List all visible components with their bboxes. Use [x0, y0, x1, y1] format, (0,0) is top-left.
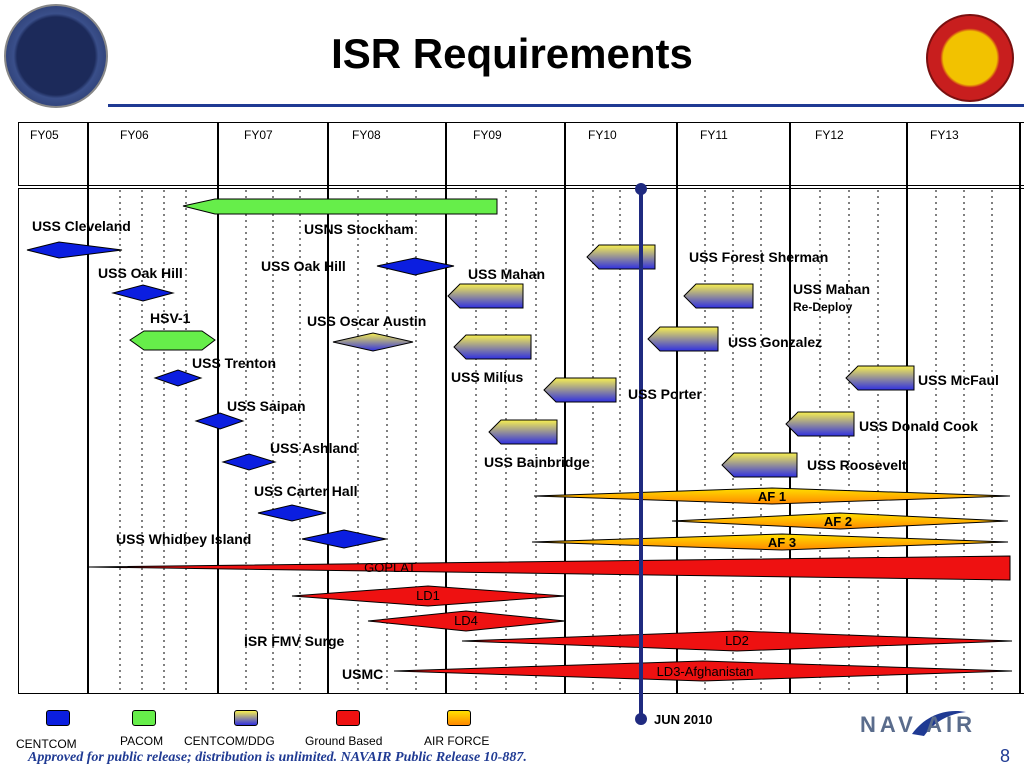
af3-bar — [531, 533, 1009, 551]
label-isr-fmv-surge: ISR FMV Surge — [244, 633, 345, 649]
uss-gonzalez-marker — [647, 326, 719, 352]
uss-mcfaul-marker — [845, 365, 915, 391]
label-usns-stockham: USNS Stockham — [304, 221, 414, 237]
fy-label: FY10 — [588, 128, 617, 142]
label-uss-oscar-austin: USS Oscar Austin — [307, 313, 427, 329]
legend-centcom-label: CENTCOM — [16, 737, 77, 751]
navy-marine-corps-uav-seal — [926, 14, 1014, 102]
fy-label: FY09 — [473, 128, 502, 142]
uss-ashland-marker — [221, 453, 277, 471]
label-ld4: LD4 — [454, 613, 478, 628]
page-number: 8 — [999, 746, 1010, 766]
label-uss-oak-hill: USS Oak Hill — [98, 265, 183, 281]
current-date-top-dot — [635, 183, 647, 195]
fy-label: FY12 — [815, 128, 844, 142]
label-uss-saipan: USS Saipan — [227, 398, 306, 414]
fy-year-dividers — [87, 122, 1021, 694]
label-ld3-afghanistan: LD3-Afghanistan — [656, 664, 754, 679]
label-goplat: GOPLAT — [364, 560, 416, 575]
release-footer: Approved for public release; distributio… — [28, 750, 527, 765]
uss-whidbey-island-marker — [301, 529, 387, 549]
legend-centcom-ddg-label: CENTCOM/DDG — [184, 734, 275, 748]
uss-bainbridge-marker — [488, 419, 558, 445]
label-uss-bainbridge: USS Bainbridge — [484, 454, 590, 470]
label-uss-roosevelt: USS Roosevelt — [807, 457, 907, 473]
ld2-bar — [461, 630, 1013, 652]
legend-air-force-label: AIR FORCE — [424, 734, 490, 748]
goplat-bar — [87, 555, 1011, 581]
label-uss-milius: USS Milius — [451, 369, 524, 385]
program-executive-office-seal — [4, 4, 108, 108]
fy-label: FY05 — [30, 128, 59, 142]
ld1-bar — [291, 585, 566, 607]
label-usmc: USMC — [342, 666, 384, 682]
uss-roosevelt-marker — [721, 452, 798, 478]
label-uss-donald-cook: USS Donald Cook — [859, 418, 979, 434]
label-uss-ashland: USS Ashland — [270, 440, 358, 456]
hsv1-marker — [129, 330, 216, 351]
uss-oak-hill-1-marker — [111, 284, 175, 302]
uss-oak-hill-2-marker — [376, 257, 455, 276]
fy-label: FY06 — [120, 128, 149, 142]
usns-stockham-bar — [182, 198, 498, 215]
label-uss-mcfaul: USS McFaul — [918, 372, 999, 388]
label-hsv1: HSV-1 — [150, 310, 191, 326]
uss-carter-hall-marker — [257, 504, 327, 522]
legend-pacom-swatch — [132, 710, 156, 726]
uss-cleveland-marker — [26, 241, 123, 259]
uss-forest-sherman-marker — [586, 244, 656, 270]
current-date-label: JUN 2010 — [654, 712, 713, 727]
label-uss-forest-sherman: USS Forest Sherman — [689, 249, 829, 265]
navair-logo-swoosh — [912, 710, 966, 736]
label-af2: AF 2 — [823, 514, 853, 529]
ld3-afghanistan-bar — [393, 660, 1013, 682]
uss-saipan-marker — [194, 412, 245, 430]
legend-centcom-swatch — [46, 710, 70, 726]
uss-milius-marker — [453, 334, 532, 360]
fy-label: FY07 — [244, 128, 273, 142]
legend-air-force-swatch — [447, 710, 471, 726]
fy-label: FY13 — [930, 128, 959, 142]
label-uss-oak-hill: USS Oak Hill — [261, 258, 346, 274]
label-uss-gonzalez: USS Gonzalez — [728, 334, 823, 350]
label-uss-mahan-redeploy: USS Mahan — [793, 281, 871, 297]
label-af1: AF 1 — [757, 489, 787, 504]
label-re-deploy: Re-Deploy — [793, 300, 853, 314]
page-title: ISR Requirements — [331, 30, 693, 77]
fy-label: FY08 — [352, 128, 381, 142]
uss-oscar-austin-marker — [332, 332, 414, 352]
label-uss-cleveland: USS Cleveland — [32, 218, 131, 234]
label-ld1: LD1 — [416, 588, 440, 603]
label-uss-mahan: USS Mahan — [468, 266, 546, 282]
label-uss-carter-hall: USS Carter Hall — [254, 483, 358, 499]
legend-pacom-label: PACOM — [120, 734, 164, 748]
af2-bar — [671, 512, 1009, 530]
uss-mahan-redeploy-marker — [683, 283, 754, 309]
navair-logo-text: NAV AIR — [860, 712, 976, 737]
fy-label: FY11 — [700, 128, 728, 142]
title-underline — [108, 104, 1024, 107]
label-uss-porter: USS Porter — [628, 386, 702, 402]
uss-trenton-marker — [153, 369, 203, 387]
af1-bar — [533, 487, 1011, 505]
uss-donald-cook-marker — [785, 411, 855, 437]
label-ld2: LD2 — [725, 633, 749, 648]
label-uss-trenton: USS Trenton — [192, 355, 277, 371]
label-af3: AF 3 — [767, 535, 797, 550]
legend-ground-based-label: Ground Based — [305, 734, 383, 748]
legend-ground-based-swatch — [336, 710, 360, 726]
fiscal-year-header — [18, 122, 1024, 186]
label-uss-whidbey-island: USS Whidbey Island — [116, 531, 252, 547]
legend-centcom-ddg-swatch — [234, 710, 258, 726]
current-date-bottom-dot — [635, 713, 647, 725]
ld4-bar — [367, 610, 566, 632]
uss-mahan-marker — [447, 283, 524, 309]
timeline-chart-area — [18, 188, 1024, 694]
uss-porter-marker — [543, 377, 617, 403]
